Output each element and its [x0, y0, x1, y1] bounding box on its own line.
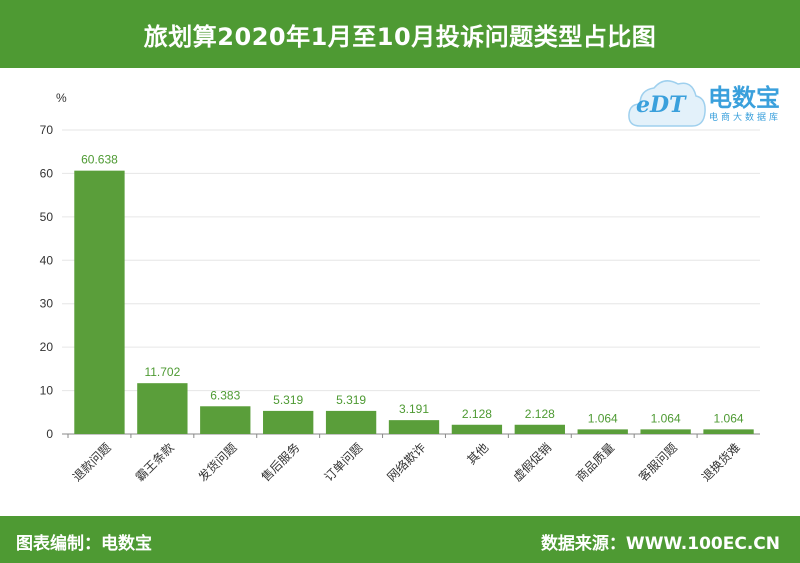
x-tick-label: 售后服务 [258, 440, 303, 485]
data-label: 1.064 [714, 411, 744, 425]
footer-source: 数据来源：WWW.100EC.CN [540, 534, 780, 554]
bar [200, 406, 251, 434]
bar [388, 420, 440, 434]
x-tick-label: 商品质量 [573, 440, 618, 485]
footer-credit: 图表编制：电数宝 [16, 534, 152, 554]
bar [703, 429, 754, 434]
y-tick-label: 0 [46, 427, 53, 441]
bar [514, 424, 565, 434]
bar [640, 429, 691, 434]
bar [451, 424, 503, 434]
data-label: 6.383 [210, 388, 240, 402]
x-tick-label: 订单问题 [322, 440, 366, 484]
y-axis-label: % [56, 91, 67, 105]
x-tick-label: 网络欺诈 [384, 440, 429, 485]
y-tick-label: 30 [40, 297, 54, 311]
y-tick-label: 60 [40, 166, 54, 180]
data-label: 11.702 [144, 365, 180, 379]
chart-title-banner: 旅划算2020年1月至10月投诉问题类型占比图 [0, 0, 800, 68]
bar [263, 410, 314, 434]
bar-chart: 0 10 20 30 40 50 60 70% 60.638 退款问题 11.702 霸王条款 6.38… [40, 91, 760, 485]
logo-name: 电数宝 [708, 84, 780, 112]
data-label: 1.064 [651, 411, 681, 425]
x-tick-label: 退款问题 [70, 440, 114, 484]
y-tick-label: 10 [40, 384, 54, 398]
y-tick-label: 50 [40, 210, 54, 224]
x-tick-label: 退换货难 [698, 440, 743, 485]
bar [137, 383, 188, 434]
bar [325, 410, 377, 434]
data-label: 1.064 [588, 411, 618, 425]
page-title: 旅划算2020年1月至10月投诉问题类型占比图 [143, 22, 657, 51]
x-tick-label: 其他 [464, 440, 491, 467]
y-tick-label: 20 [40, 340, 54, 354]
logo-mark: eDT [636, 92, 686, 118]
data-label: 5.319 [336, 393, 366, 407]
x-tick-label: 客服问题 [635, 440, 680, 485]
cloud-logo-icon [628, 80, 706, 127]
data-label: 3.191 [399, 402, 429, 416]
bar [577, 429, 628, 434]
y-tick-label: 40 [40, 253, 54, 267]
data-label: 60.638 [81, 153, 118, 167]
x-tick-label: 虚假促销 [510, 440, 554, 484]
data-label: 5.319 [273, 393, 303, 407]
x-tick-label: 发货问题 [195, 440, 240, 485]
logo-subtitle: 电商大数据库 [709, 113, 782, 123]
footer-banner: 图表编制：电数宝 数据来源：WWW.100EC.CN [0, 516, 800, 563]
data-label: 2.128 [462, 407, 492, 421]
x-tick-label: 霸王条款 [133, 440, 177, 484]
y-tick-label: 70 [40, 123, 54, 137]
bar [74, 170, 125, 434]
data-label: 2.128 [525, 407, 555, 421]
